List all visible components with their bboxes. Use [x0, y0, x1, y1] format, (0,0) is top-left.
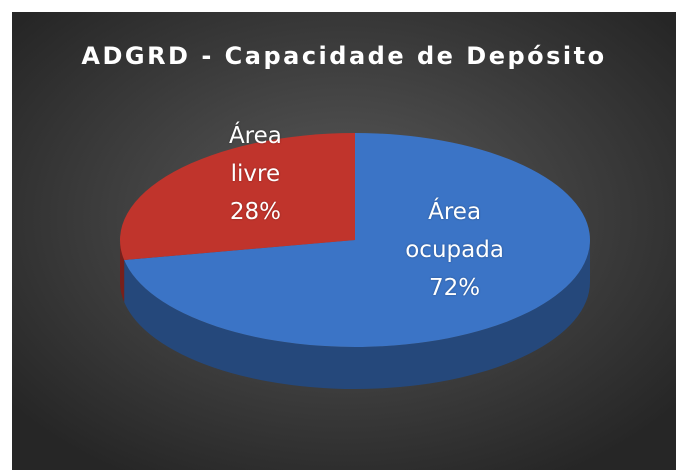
pie-slice-side	[120, 240, 125, 303]
pie-slice	[124, 133, 591, 348]
slice-label: Área livre 28%	[210, 117, 300, 231]
pie-slice	[120, 133, 355, 261]
pie-slice-side	[124, 240, 590, 389]
slice-value-label: 72%	[429, 274, 481, 301]
slice-label: Área ocupada 72%	[390, 193, 520, 307]
slice-value-label: 28%	[229, 199, 281, 226]
slice-category: Área ocupada	[405, 198, 504, 263]
slice-category: Área livre	[228, 123, 282, 188]
chart-title: ADGRD - Capacidade de Depósito	[81, 42, 606, 70]
